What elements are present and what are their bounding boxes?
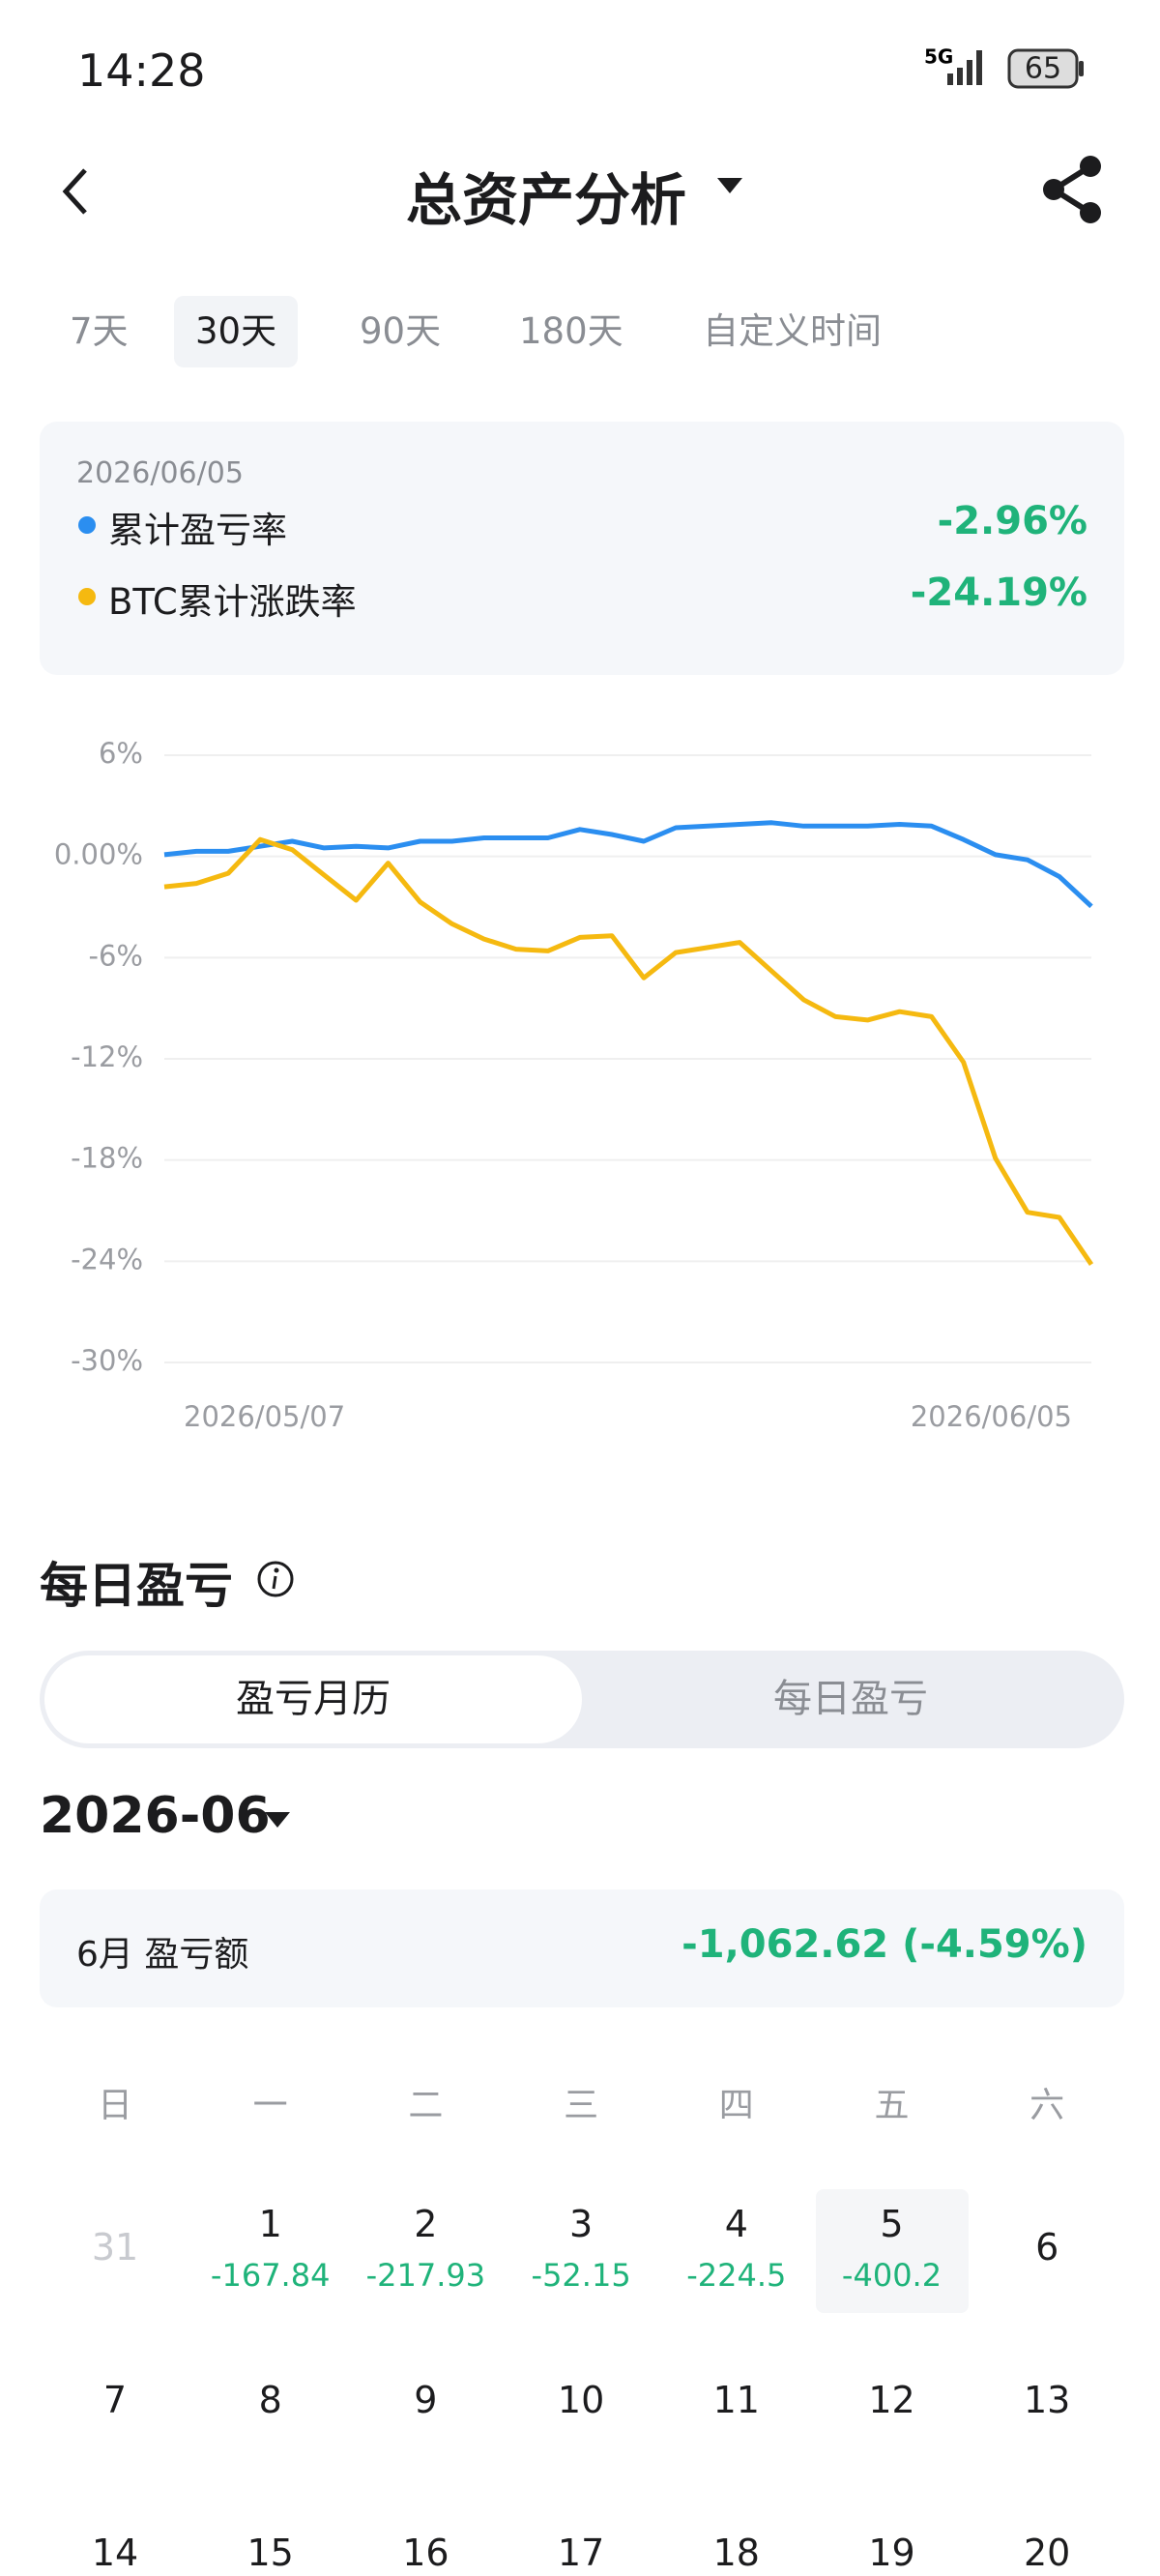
day-number[interactable]: 15 [246, 2532, 294, 2574]
readout-value: -2.96% [937, 499, 1088, 543]
selected-day-bg [815, 2189, 969, 2313]
range-tab[interactable]: 30天 [174, 296, 299, 367]
day-pnl: -52.15 [531, 2257, 631, 2294]
range-tab[interactable]: 90天 [360, 310, 442, 352]
day-pnl: -217.93 [365, 2257, 486, 2294]
signal-bar [976, 50, 982, 85]
battery-tip [1079, 61, 1084, 76]
battery-level: 65 [1025, 52, 1061, 86]
status-time: 14:28 [77, 44, 206, 97]
battery [1007, 48, 1079, 89]
title-dropdown[interactable] [715, 174, 744, 197]
range-tab[interactable]: 7天 [70, 310, 129, 352]
day-number[interactable]: 9 [414, 2379, 438, 2421]
legend-dot [78, 516, 96, 534]
weekday-label: 二 [408, 2086, 444, 2125]
toggle-option[interactable]: 每日盈亏 [773, 1677, 928, 1721]
readout-value: -24.19% [910, 571, 1088, 615]
day-number[interactable]: 5 [880, 2203, 904, 2245]
day-pnl: -400.2 [841, 2257, 942, 2294]
day-number[interactable]: 17 [557, 2532, 605, 2574]
weekday-label: 五 [874, 2086, 910, 2125]
range-tab[interactable]: 自定义时间 [703, 310, 882, 352]
y-tick-label: -6% [89, 939, 143, 972]
signal-bar [947, 73, 953, 85]
share-node [1080, 202, 1101, 223]
y-tick-label: -18% [71, 1142, 143, 1175]
readout-card: 2026/06/05 累计盈亏率 -2.96% BTC累计涨跌率 -24.19% [40, 422, 1124, 675]
section-title: 每日盈亏 [40, 1558, 233, 1614]
weekday-label: 六 [1030, 2086, 1065, 2125]
month-summary: 6月 盈亏额 -1,062.62 (-4.59%) [40, 1889, 1124, 2007]
weekday-label: 四 [718, 2086, 754, 2125]
network-label: 5G [924, 45, 953, 69]
day-number[interactable]: 7 [102, 2379, 128, 2421]
legend-name: BTC累计涨跌率 [108, 581, 357, 623]
y-tick-label: -12% [71, 1040, 143, 1073]
info-circle [257, 1561, 294, 1597]
day-number[interactable]: 20 [1024, 2532, 1071, 2574]
day-number[interactable]: 3 [569, 2203, 594, 2245]
series-line [163, 836, 1094, 1267]
legend-dot [78, 588, 96, 605]
day-pnl: -167.84 [210, 2257, 331, 2294]
readout-date: 2026/06/05 [76, 456, 244, 490]
month-label: 2026-06 [40, 1787, 271, 1845]
signal-bar [967, 60, 972, 85]
day-number[interactable]: 8 [258, 2379, 282, 2421]
day-number[interactable]: 4 [724, 2203, 748, 2245]
weekday-label: 日 [97, 2086, 132, 2125]
weekday-label: 三 [564, 2086, 599, 2125]
share-node [1043, 179, 1064, 200]
summary-value: -1,062.62 (-4.59%) [682, 1922, 1088, 1967]
month-dropdown[interactable] [263, 1808, 292, 1831]
day-number[interactable]: 1 [258, 2203, 282, 2245]
day-number[interactable]: 10 [557, 2379, 605, 2421]
day-number[interactable]: 31 [91, 2226, 139, 2269]
weekday-label: 一 [252, 2086, 288, 2125]
signal-bar [957, 68, 963, 85]
day-number[interactable]: 16 [402, 2532, 450, 2574]
dropdown-triangle [717, 178, 742, 193]
legend-name: 累计盈亏率 [108, 510, 287, 551]
day-number[interactable]: 11 [712, 2379, 760, 2421]
share-button[interactable] [1040, 155, 1106, 224]
range-tab[interactable]: 180天 [519, 310, 624, 352]
info-dot [274, 1567, 279, 1573]
day-pnl: -224.5 [686, 2257, 787, 2294]
series-line [163, 820, 1093, 909]
line-chart: 6% 0.00% -6% -12% -18% -24% -30% 2026/05/07 2026… [54, 737, 1094, 1433]
header-title[interactable]: 总资产分析 [0, 155, 1092, 236]
back-button[interactable] [58, 164, 97, 219]
y-tick-label: -30% [71, 1344, 143, 1377]
y-tick-label: -24% [71, 1243, 143, 1275]
info-stem [272, 1575, 277, 1590]
x-tick-label: 2026/06/05 [911, 1400, 1072, 1433]
day-number[interactable]: 19 [868, 2532, 915, 2574]
dropdown-triangle [265, 1812, 290, 1828]
day-number[interactable]: 6 [1035, 2226, 1059, 2269]
summary-label: 6月 盈亏额 [76, 1935, 249, 1975]
y-tick-label: 0.00% [54, 838, 143, 871]
info-icon[interactable] [255, 1559, 296, 1599]
back-arrow [62, 168, 87, 215]
day-number[interactable]: 12 [868, 2379, 915, 2421]
toggle-option[interactable]: 盈亏月历 [44, 1655, 582, 1743]
month-selector[interactable]: 2026-06 [40, 1787, 271, 1845]
day-number[interactable]: 13 [1024, 2379, 1071, 2421]
share-node [1080, 156, 1101, 177]
view-toggle: 盈亏月历 每日盈亏 [40, 1651, 1124, 1748]
y-tick-label: 6% [99, 737, 143, 770]
title-text: 总资产分析 [405, 167, 686, 233]
day-number[interactable]: 14 [91, 2532, 139, 2574]
day-number[interactable]: 18 [712, 2532, 760, 2574]
x-tick-label: 2026/05/07 [184, 1400, 345, 1433]
status-icons: 5G 65 [924, 45, 1084, 89]
day-number[interactable]: 2 [414, 2203, 438, 2245]
